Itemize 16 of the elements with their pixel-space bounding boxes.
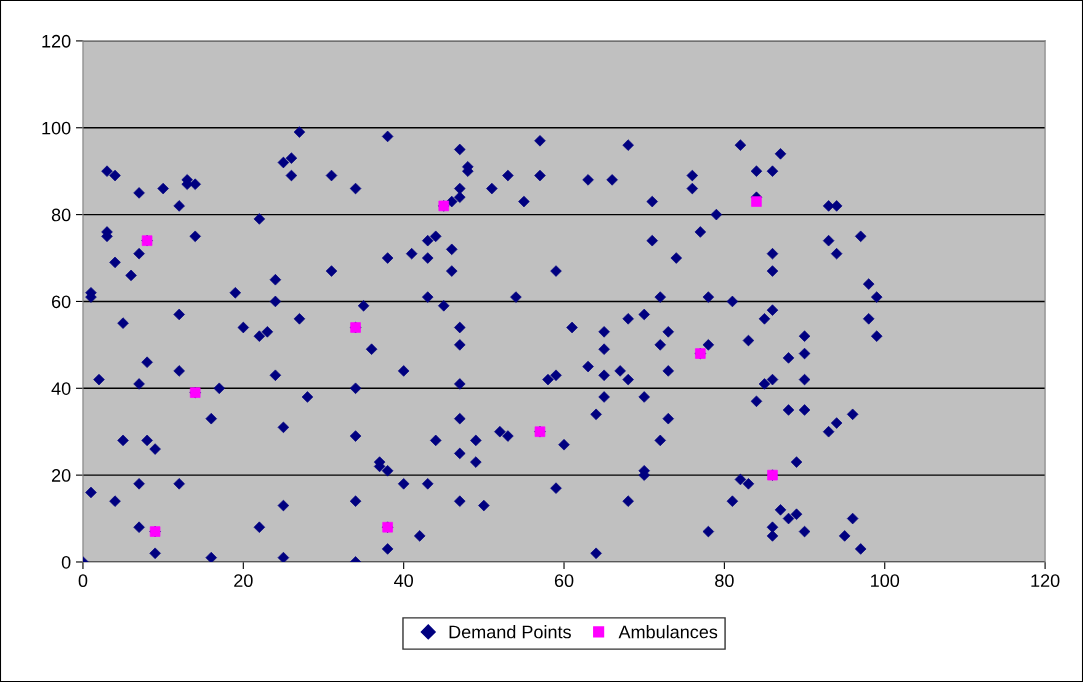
x-tick-label: 40 (394, 574, 414, 588)
x-tick-label: 80 (715, 574, 734, 588)
legend-label: Demand Points (449, 625, 571, 639)
y-tick-label: 40 (51, 382, 71, 396)
x-tick-label: 100 (871, 574, 900, 588)
x-tick-label: 120 (1031, 574, 1060, 588)
y-tick-label: 20 (51, 469, 71, 482)
y-tick-label: 60 (51, 295, 71, 309)
y-tick-label: 80 (51, 208, 71, 222)
y-tick-label: 0 (61, 555, 71, 569)
y-tick-label: 120 (42, 34, 71, 48)
x-tick-label: 60 (554, 574, 574, 588)
x-tick-label: 20 (234, 574, 253, 588)
legend-label: Ambulances (618, 625, 718, 639)
y-tick-label: 100 (42, 121, 71, 135)
x-tick-label: 0 (78, 574, 88, 588)
